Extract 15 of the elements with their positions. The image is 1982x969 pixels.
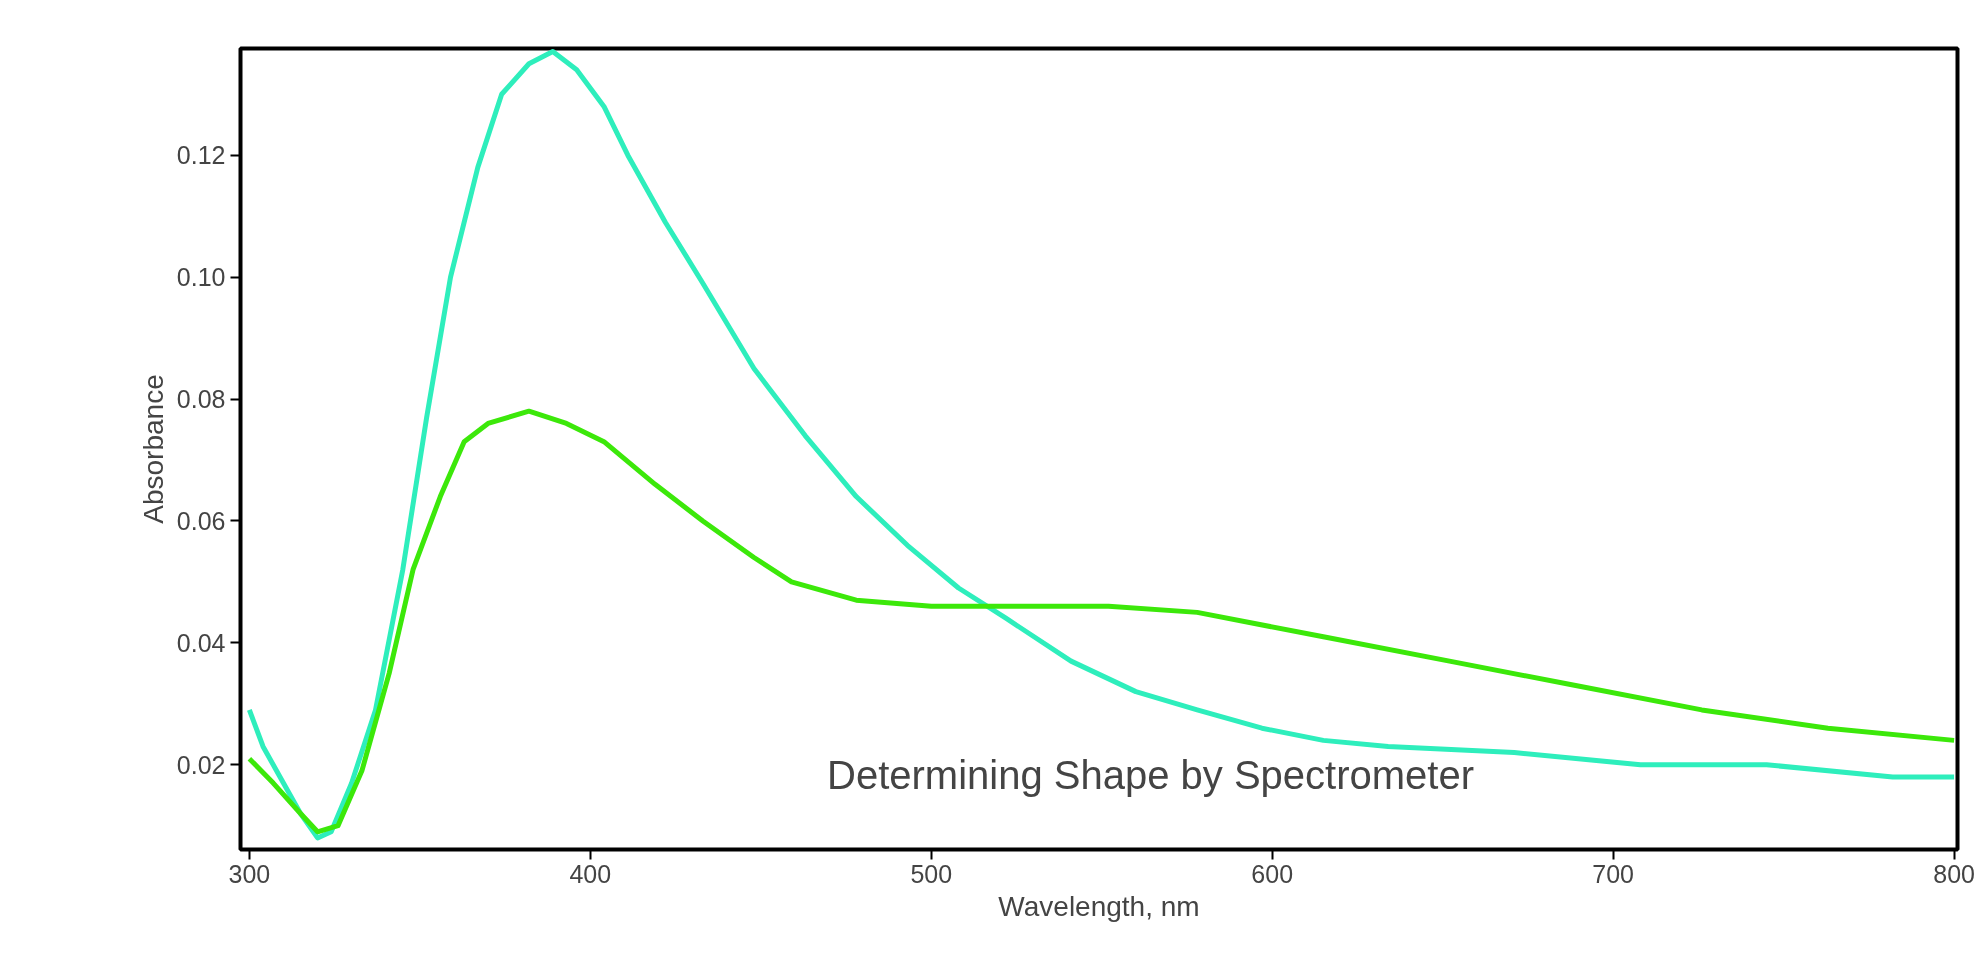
x-tick-label: 600 bbox=[1251, 859, 1294, 888]
y-tick-label: 0.08 bbox=[176, 385, 226, 414]
x-tick-label: 400 bbox=[569, 859, 612, 888]
x-axis-title: Wavelength, nm bbox=[998, 890, 1200, 922]
x-tick-label: 300 bbox=[228, 859, 271, 888]
y-tick-label: 0.12 bbox=[176, 141, 226, 170]
x-tick-label: 700 bbox=[1592, 859, 1635, 888]
y-tick-label: 0.04 bbox=[176, 628, 226, 657]
y-tick-label: 0.10 bbox=[176, 263, 226, 292]
y-tick-label: 0.02 bbox=[176, 750, 226, 779]
y-tick-label: 0.06 bbox=[176, 506, 226, 535]
y-axis-title: Absorbance bbox=[137, 374, 169, 524]
x-tick-label: 800 bbox=[1933, 859, 1975, 888]
annotation: Determining Shape by Spectrometer bbox=[827, 752, 1474, 797]
x-tick-label: 500 bbox=[910, 859, 953, 888]
